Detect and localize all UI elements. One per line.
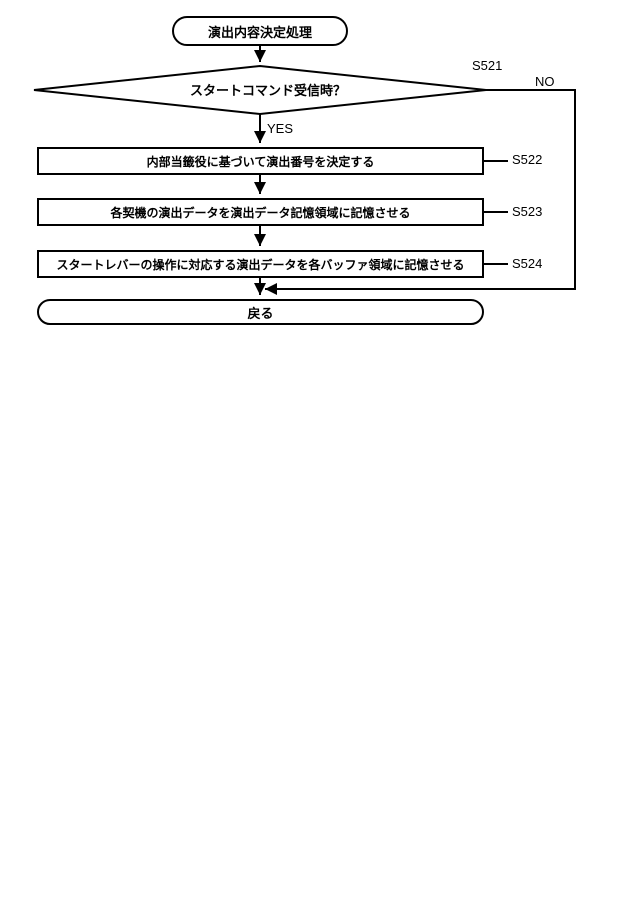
s524-text: スタートレバーの操作に対応する演出データを各バッファ領域に記憶させる xyxy=(56,256,464,273)
s523-text: 各契機の演出データを演出データ記憶領域に記憶させる xyxy=(110,204,410,221)
label-yes: YES xyxy=(267,121,293,136)
start-terminator: 演出内容決定処理 xyxy=(172,16,348,46)
start-text: 演出内容決定処理 xyxy=(208,22,312,41)
label-s521: S521 xyxy=(472,58,502,73)
process-s522: 内部当籤役に基づいて演出番号を決定する xyxy=(37,147,484,175)
process-s523: 各契機の演出データを演出データ記憶領域に記憶させる xyxy=(37,198,484,226)
s522-text: 内部当籤役に基づいて演出番号を決定する xyxy=(147,153,375,170)
label-s523: S523 xyxy=(512,204,542,219)
end-text: 戻る xyxy=(247,303,273,322)
decision-text: スタートコマンド受信時？ xyxy=(190,80,346,99)
label-no: NO xyxy=(535,74,555,89)
process-s524: スタートレバーの操作に対応する演出データを各バッファ領域に記憶させる xyxy=(37,250,484,278)
label-s524: S524 xyxy=(512,256,542,271)
end-terminator: 戻る xyxy=(37,299,484,325)
flowchart-diagram: 演出内容決定処理 スタートコマンド受信時？ 内部当籤役に基づいて演出番号を決定す… xyxy=(0,0,622,330)
label-s522: S522 xyxy=(512,152,542,167)
